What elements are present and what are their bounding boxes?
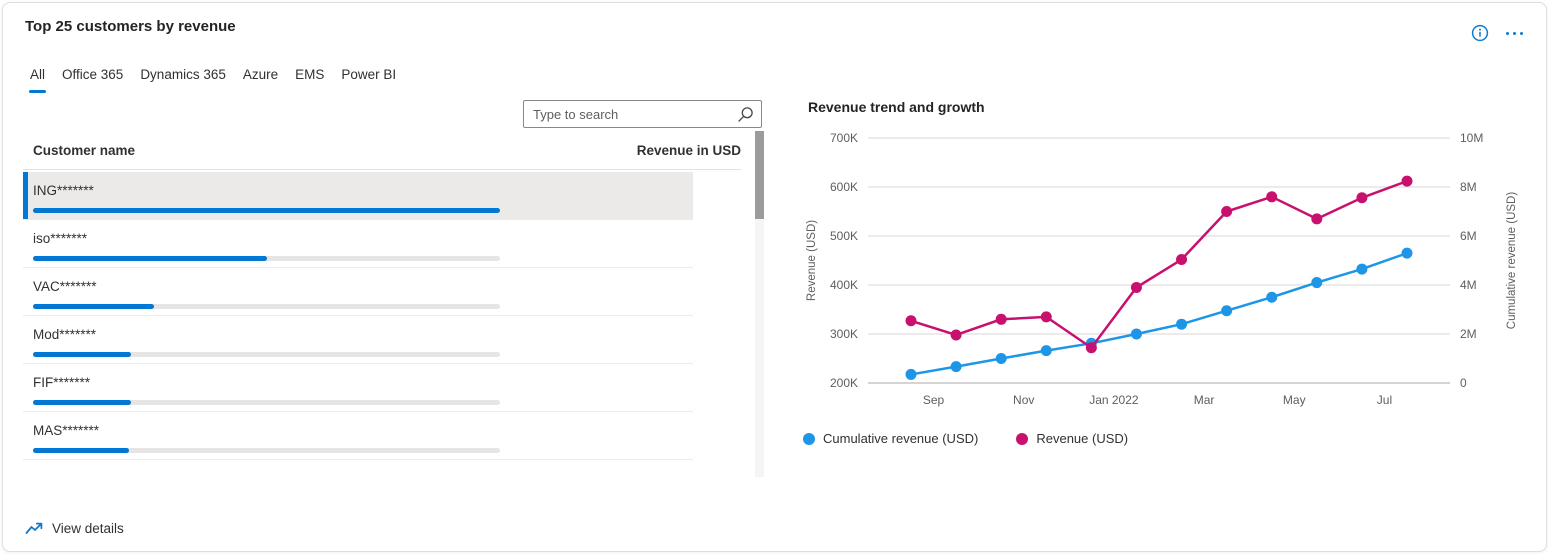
svg-text:2M: 2M bbox=[1460, 327, 1477, 341]
customer-name: iso******* bbox=[33, 231, 88, 246]
legend-dot-icon bbox=[1016, 432, 1029, 445]
svg-text:400K: 400K bbox=[830, 278, 858, 292]
view-details-link[interactable]: View details bbox=[25, 521, 124, 536]
scrollbar-thumb[interactable] bbox=[755, 131, 764, 219]
tab-dynamics-365[interactable]: Dynamics 365 bbox=[140, 67, 226, 82]
ellipsis-icon bbox=[1505, 31, 1523, 35]
svg-text:May: May bbox=[1283, 393, 1306, 407]
legend-dot-icon bbox=[803, 432, 815, 445]
search-input[interactable] bbox=[524, 106, 737, 122]
revenue-trend-chart[interactable]: 700K 10M 600K 8M 500K 6M 400K 4M 300K 2M 200K 0 Sep N… bbox=[793, 115, 1549, 415]
chart-title: Revenue trend and growth bbox=[808, 99, 985, 115]
search-icon bbox=[738, 106, 753, 122]
svg-text:500K: 500K bbox=[830, 229, 858, 243]
revenue-bar-track bbox=[33, 208, 500, 213]
revenue-bar bbox=[33, 352, 132, 357]
legend-label: Cumulative revenue (USD) bbox=[823, 431, 979, 446]
revenue-bar bbox=[33, 448, 129, 453]
info-icon[interactable] bbox=[1470, 23, 1490, 43]
trend-up-arrow-icon bbox=[25, 522, 43, 534]
card-title: Top 25 customers by revenue bbox=[25, 18, 236, 35]
svg-text:300K: 300K bbox=[830, 327, 858, 341]
customer-list: ING******* iso******* VAC******* Mod*******… bbox=[23, 172, 693, 460]
svg-text:Jan 2022: Jan 2022 bbox=[1089, 393, 1139, 407]
revenue-bar-track bbox=[33, 256, 500, 261]
legend-item-cumulative-revenue-usd-[interactable]: Cumulative revenue (USD) bbox=[803, 431, 978, 446]
svg-text:Cumulative revenue (USD): Cumulative revenue (USD) bbox=[1506, 192, 1518, 330]
table-row[interactable]: FIF******* bbox=[23, 364, 693, 412]
svg-text:Sep: Sep bbox=[923, 393, 945, 407]
tab-power-bi[interactable]: Power BI bbox=[341, 67, 397, 82]
legend-item-revenue-usd-[interactable]: Revenue (USD) bbox=[1016, 431, 1128, 446]
customer-name: MAS******* bbox=[33, 423, 100, 438]
revenue-bar bbox=[33, 304, 155, 309]
view-details-label: View details bbox=[52, 521, 124, 536]
svg-text:Nov: Nov bbox=[1013, 393, 1034, 407]
revenue-bar bbox=[33, 256, 267, 261]
filter-tabs: All Office 365 Dynamics 365 Azure EMS Power B… bbox=[28, 67, 397, 93]
svg-text:Revenue (USD): Revenue (USD) bbox=[806, 220, 818, 301]
svg-text:0: 0 bbox=[1460, 376, 1467, 390]
column-header-customer-name: Customer name bbox=[33, 143, 136, 158]
svg-text:4M: 4M bbox=[1460, 278, 1477, 292]
svg-text:700K: 700K bbox=[830, 131, 858, 145]
customer-name: ING******* bbox=[33, 183, 94, 198]
svg-text:600K: 600K bbox=[830, 180, 858, 194]
svg-text:6M: 6M bbox=[1460, 229, 1477, 243]
more-options-icon[interactable] bbox=[1504, 23, 1524, 43]
table-row[interactable]: MAS******* bbox=[23, 412, 693, 460]
revenue-bar bbox=[33, 400, 132, 405]
tab-all[interactable]: All bbox=[28, 67, 47, 93]
table-scrollbar[interactable] bbox=[755, 131, 764, 477]
revenue-bar-track bbox=[33, 448, 500, 453]
tab-azure[interactable]: Azure bbox=[242, 67, 279, 82]
table-row[interactable]: VAC******* bbox=[23, 268, 693, 316]
table-row[interactable]: Mod******* bbox=[23, 316, 693, 364]
svg-text:Mar: Mar bbox=[1194, 393, 1215, 407]
table-row[interactable]: ING******* bbox=[23, 172, 693, 220]
customer-name: VAC******* bbox=[33, 279, 97, 294]
svg-text:Jul: Jul bbox=[1377, 393, 1392, 407]
legend-label: Revenue (USD) bbox=[1036, 431, 1129, 446]
column-header-revenue: Revenue in USD bbox=[636, 143, 741, 158]
svg-text:10M: 10M bbox=[1460, 131, 1483, 145]
tab-office-365[interactable]: Office 365 bbox=[62, 67, 124, 82]
svg-text:200K: 200K bbox=[830, 376, 858, 390]
tab-ems[interactable]: EMS bbox=[295, 67, 325, 82]
revenue-bar-track bbox=[33, 352, 500, 357]
search-box bbox=[523, 100, 762, 128]
revenue-bar bbox=[33, 208, 500, 213]
revenue-bar-track bbox=[33, 400, 500, 405]
chart-legend: Cumulative revenue (USD) Revenue (USD) bbox=[803, 431, 1128, 446]
revenue-bar-track bbox=[33, 304, 500, 309]
table-row[interactable]: iso******* bbox=[23, 220, 693, 268]
customer-name: FIF******* bbox=[33, 375, 91, 390]
svg-text:8M: 8M bbox=[1460, 180, 1477, 194]
header-divider bbox=[23, 169, 741, 170]
card-header-actions bbox=[1470, 23, 1524, 43]
customer-name: Mod******* bbox=[33, 327, 97, 342]
